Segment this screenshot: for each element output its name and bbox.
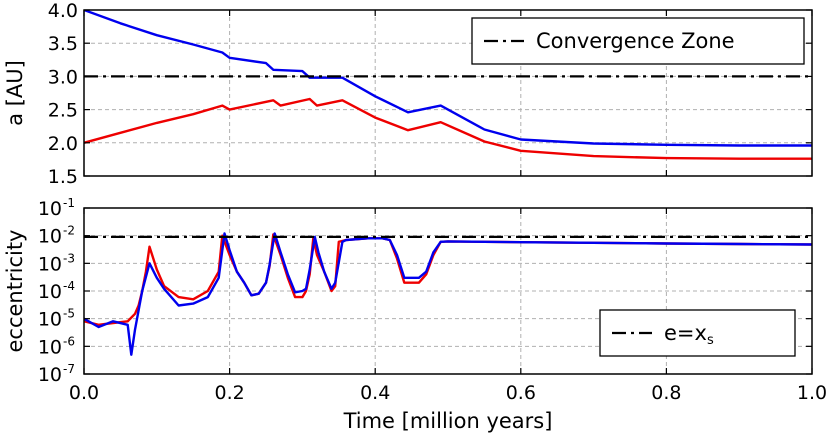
y-tick-label: 4.0 xyxy=(48,0,78,22)
legend-label: e=xs xyxy=(664,321,714,348)
y-tick-exponent: -5 xyxy=(63,307,75,321)
legend-box xyxy=(471,17,805,65)
x-tick-label: 0.8 xyxy=(651,382,681,404)
x-tick-label: 1.0 xyxy=(797,382,827,404)
y-tick-label: 2.5 xyxy=(48,100,78,122)
y-tick-label: 3.5 xyxy=(48,33,78,55)
y-tick-exponent: -1 xyxy=(63,196,75,210)
series-line-0 xyxy=(84,10,812,147)
x-tick-label: 0.4 xyxy=(360,382,390,404)
y-tick-label: 10 xyxy=(38,309,62,331)
series-line-1 xyxy=(84,232,812,356)
x-tick-label: 0.0 xyxy=(69,382,99,404)
y-tick-exponent: -2 xyxy=(63,224,75,238)
y-tick-exponent: -3 xyxy=(63,251,75,265)
semi-major-axis-panel: 1.5 2.0 2.5 3.0 3.5 4.0 a [AU] Convergence Zone xyxy=(3,0,813,188)
y-tick-label: 10 xyxy=(38,364,62,386)
y-tick-label: 10 xyxy=(38,198,62,220)
y-tick-label: 10 xyxy=(38,253,62,275)
y-tick-label: 10 xyxy=(38,226,62,248)
y-tick-label: 2.0 xyxy=(48,133,78,155)
y-tick-label: 10 xyxy=(38,281,62,303)
y-axis-title: eccentricity xyxy=(3,230,27,353)
plot-frame xyxy=(83,9,813,177)
y-tick-exponent: -4 xyxy=(63,279,75,293)
eccentricity-panel: 0.0 0.2 0.4 0.6 0.8 1.010-710-610-510-410-310… xyxy=(3,196,827,433)
legend-label-subscript: s xyxy=(707,333,714,348)
y-tick-exponent: -7 xyxy=(63,362,75,376)
y-tick-exponent: -6 xyxy=(63,334,75,348)
y-tick-label: 3.0 xyxy=(48,66,78,88)
x-tick-label: 0.2 xyxy=(214,382,244,404)
x-tick-label: 0.6 xyxy=(506,382,536,404)
y-tick-label: 10 xyxy=(38,336,62,358)
y-tick-label: 1.5 xyxy=(48,166,78,188)
series-line-1 xyxy=(84,97,812,160)
y-axis-title: a [AU] xyxy=(3,60,27,126)
legend-label: Convergence Zone xyxy=(536,29,735,53)
x-axis-title: Time [million years] xyxy=(343,409,553,433)
series-line-0 xyxy=(84,233,812,326)
